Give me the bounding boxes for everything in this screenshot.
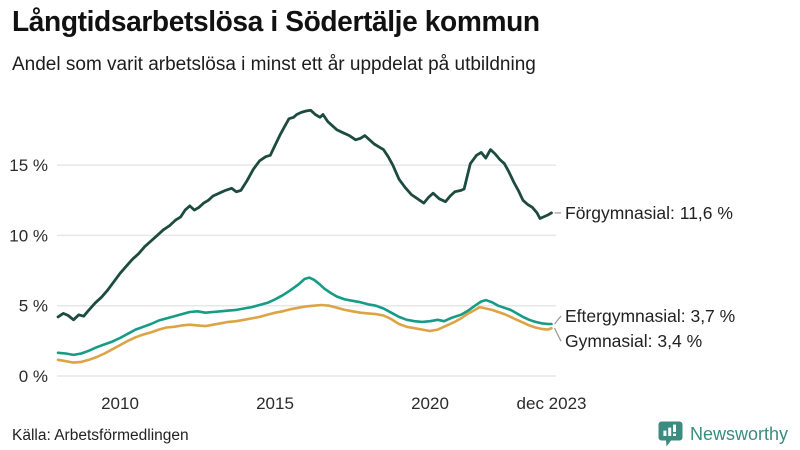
y-axis-tick-label: 10 % [9, 226, 48, 245]
x-axis-tick-label: 2010 [101, 394, 139, 413]
series-line-gymnasial [56, 303, 553, 364]
newsworthy-wordmark: Newsworthy [689, 424, 788, 444]
y-axis-tick-label: 15 % [9, 156, 48, 175]
x-axis-tick-label: dec 2023 [517, 394, 587, 413]
newsworthy-bar-chart-icon [658, 421, 683, 447]
y-axis-tick-label: 0 % [19, 367, 48, 386]
label-connector [553, 327, 562, 342]
x-axis-tick-label: 2020 [411, 394, 449, 413]
source-note: Källa: Arbetsförmedlingen [12, 427, 189, 444]
series-end-label-eftergymnasial: Eftergymnasial: 3,7 % [565, 306, 735, 326]
series-end-label-förgymnasial: Förgymnasial: 11,6 % [565, 203, 733, 223]
label-connector [554, 315, 562, 325]
series-end-label-gymnasial: Gymnasial: 3,4 % [565, 331, 702, 351]
series-line-förgymnasial [56, 108, 553, 322]
chart-title: Långtidsarbetslösa i Södertälje kommun [12, 6, 540, 38]
x-axis-tick-label: 2015 [256, 394, 294, 413]
newsworthy-logo[interactable]: Newsworthy [658, 421, 788, 448]
chart-subtitle: Andel som varit arbetslösa i minst ett å… [12, 54, 536, 75]
y-axis-tick-label: 5 % [19, 297, 48, 316]
series-line-eftergymnasial [56, 276, 553, 357]
